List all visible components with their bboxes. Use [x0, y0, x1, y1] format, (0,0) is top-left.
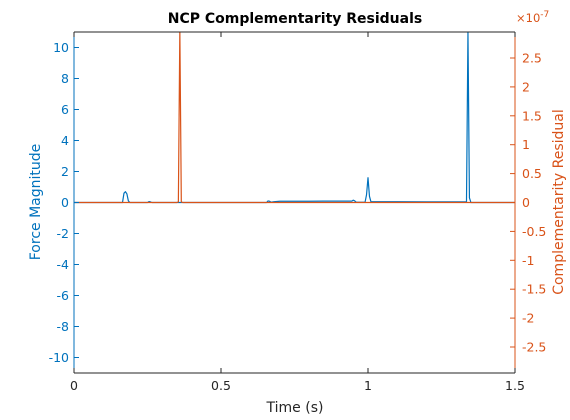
right-axis-exponent-power: -7 [540, 10, 549, 20]
y-left-tick-label: -10 [49, 350, 69, 365]
y-left-tick-label: 8 [61, 71, 69, 86]
plot-series [74, 32, 515, 204]
x-tick-label: 0.5 [211, 378, 231, 393]
y-left-tick-label: 4 [61, 133, 69, 148]
y-right-tick-label: -0.5 [522, 224, 546, 239]
y-left-tick-label: -4 [57, 257, 70, 272]
y-right-tick-label: -1.5 [522, 282, 546, 297]
y-left-tick-label: 0 [61, 195, 69, 210]
right-axis-exponent: ×10-7 [516, 10, 549, 25]
y-left-tick-label: 10 [53, 40, 69, 55]
y-right-tick-label: 1.5 [522, 108, 542, 123]
ticks: 0 0.5 1 1.5-10-8-6-4-20246810-2.5-2-1.5-1-0… [49, 32, 546, 393]
series-line-complementarity-residual [74, 32, 515, 204]
y-right-tick-label: -1 [522, 253, 534, 268]
y-right-tick-label: 1 [522, 137, 530, 152]
x-tick-label: 1 [364, 378, 372, 393]
y-right-tick-label: 0.5 [522, 166, 542, 181]
y-axis-left-label: Force Magnitude [28, 144, 44, 261]
y-axis-right-label: Complementarity Residual [551, 109, 567, 295]
y-left-tick-label: 6 [61, 102, 69, 117]
y-left-tick-label: -8 [57, 319, 70, 334]
x-tick-label: 0 [70, 378, 78, 393]
y-left-tick-label: -6 [57, 288, 70, 303]
y-right-tick-label: -2.5 [522, 339, 546, 354]
y-right-tick-label: 2 [522, 79, 530, 94]
right-axis-exponent-base: ×10 [516, 11, 540, 25]
y-right-tick-label: 2.5 [522, 51, 542, 66]
y-left-tick-label: 2 [61, 164, 69, 179]
x-tick-label: 1.5 [505, 378, 525, 393]
x-axis-label: Time (s) [266, 400, 324, 416]
y-left-tick-label: -2 [57, 226, 69, 241]
y-right-tick-label: 0 [522, 195, 530, 210]
y-right-tick-label: -2 [522, 311, 534, 326]
chart-title: NCP Complementarity Residuals [168, 11, 422, 27]
